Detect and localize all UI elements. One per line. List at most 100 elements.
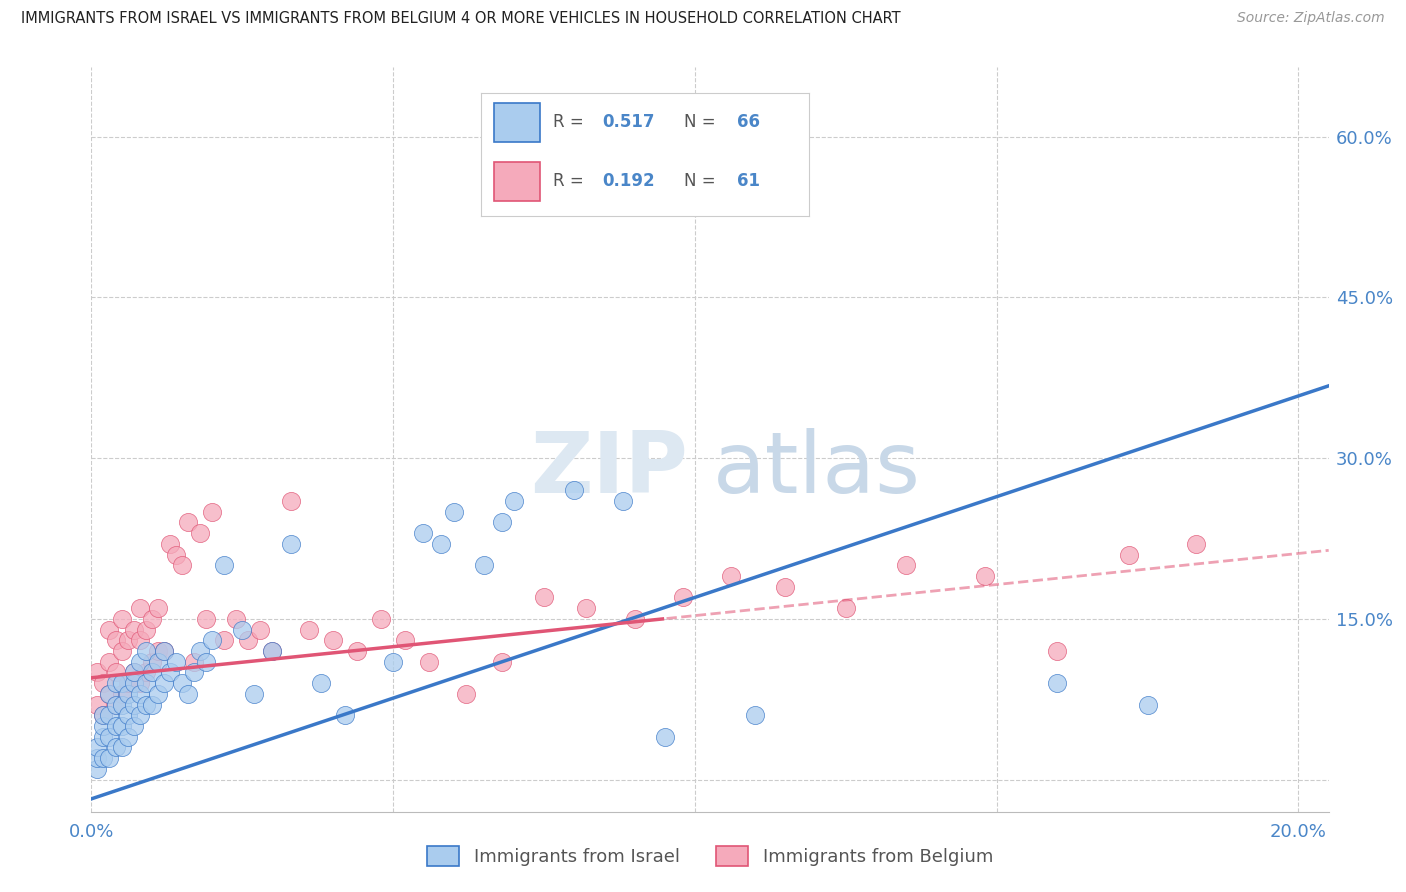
Point xyxy=(835,601,858,615)
Point xyxy=(98,655,121,669)
Point xyxy=(322,633,344,648)
Legend: Immigrants from Israel, Immigrants from Belgium: Immigrants from Israel, Immigrants from … xyxy=(419,839,1001,873)
Point xyxy=(128,708,150,723)
Point xyxy=(491,655,513,669)
Point xyxy=(623,612,645,626)
Point xyxy=(491,516,513,530)
Point xyxy=(146,644,169,658)
Point xyxy=(110,676,132,690)
Point xyxy=(110,719,132,733)
Point xyxy=(443,505,465,519)
Point xyxy=(104,719,127,733)
Point xyxy=(720,569,742,583)
Point xyxy=(394,633,416,648)
Point xyxy=(575,601,598,615)
Point xyxy=(153,644,176,658)
Point xyxy=(1046,644,1069,658)
Point xyxy=(117,687,139,701)
Point xyxy=(110,612,132,626)
Point xyxy=(225,612,247,626)
Point xyxy=(212,633,235,648)
Point xyxy=(562,483,585,498)
Point xyxy=(135,665,157,680)
Point xyxy=(93,730,115,744)
Point xyxy=(104,633,127,648)
Point xyxy=(117,730,139,744)
Point xyxy=(153,676,176,690)
Point xyxy=(672,591,695,605)
Point xyxy=(183,655,205,669)
Point xyxy=(309,676,332,690)
Point xyxy=(1046,676,1069,690)
Point xyxy=(104,698,127,712)
Point xyxy=(98,730,121,744)
Point xyxy=(98,687,121,701)
Point xyxy=(262,644,284,658)
Point xyxy=(122,623,145,637)
Point xyxy=(135,698,157,712)
Point xyxy=(262,644,284,658)
Point xyxy=(93,719,115,733)
Point xyxy=(612,494,634,508)
Point xyxy=(128,633,150,648)
Point xyxy=(110,687,132,701)
Point xyxy=(135,644,157,658)
Point xyxy=(98,623,121,637)
Point xyxy=(775,580,797,594)
Point xyxy=(238,633,260,648)
Point xyxy=(117,676,139,690)
Point xyxy=(243,687,266,701)
Point xyxy=(195,612,218,626)
Point xyxy=(159,537,181,551)
Point xyxy=(98,751,121,765)
Point xyxy=(128,687,150,701)
Point xyxy=(472,558,495,573)
Point xyxy=(141,665,163,680)
Point xyxy=(141,655,163,669)
Point xyxy=(141,698,163,712)
Point xyxy=(110,698,132,712)
Point xyxy=(135,676,157,690)
Point xyxy=(122,676,145,690)
Point xyxy=(165,655,187,669)
Point xyxy=(249,623,271,637)
Point xyxy=(98,708,121,723)
Point xyxy=(122,719,145,733)
Point xyxy=(298,623,321,637)
Point xyxy=(104,698,127,712)
Point xyxy=(98,687,121,701)
Point xyxy=(153,644,176,658)
Point xyxy=(93,708,115,723)
Point xyxy=(177,516,200,530)
Point xyxy=(122,665,145,680)
Point xyxy=(280,537,302,551)
Point xyxy=(418,655,440,669)
Point xyxy=(201,633,224,648)
Point xyxy=(128,676,150,690)
Point xyxy=(333,708,356,723)
Point xyxy=(93,708,115,723)
Point xyxy=(188,644,211,658)
Point xyxy=(430,537,453,551)
Point xyxy=(93,676,115,690)
Point xyxy=(110,644,132,658)
Point xyxy=(165,548,187,562)
Text: ZIP: ZIP xyxy=(530,427,689,510)
Point xyxy=(128,655,150,669)
Point xyxy=(896,558,918,573)
Text: Source: ZipAtlas.com: Source: ZipAtlas.com xyxy=(1237,11,1385,25)
Point xyxy=(110,740,132,755)
Point xyxy=(122,665,145,680)
Point xyxy=(170,558,193,573)
Point xyxy=(1136,698,1159,712)
Point xyxy=(412,526,434,541)
Point xyxy=(117,708,139,723)
Point xyxy=(86,665,108,680)
Point xyxy=(117,633,139,648)
Point xyxy=(159,665,181,680)
Point xyxy=(104,665,127,680)
Point xyxy=(104,740,127,755)
Point xyxy=(370,612,392,626)
Point xyxy=(654,730,676,744)
Point xyxy=(212,558,235,573)
